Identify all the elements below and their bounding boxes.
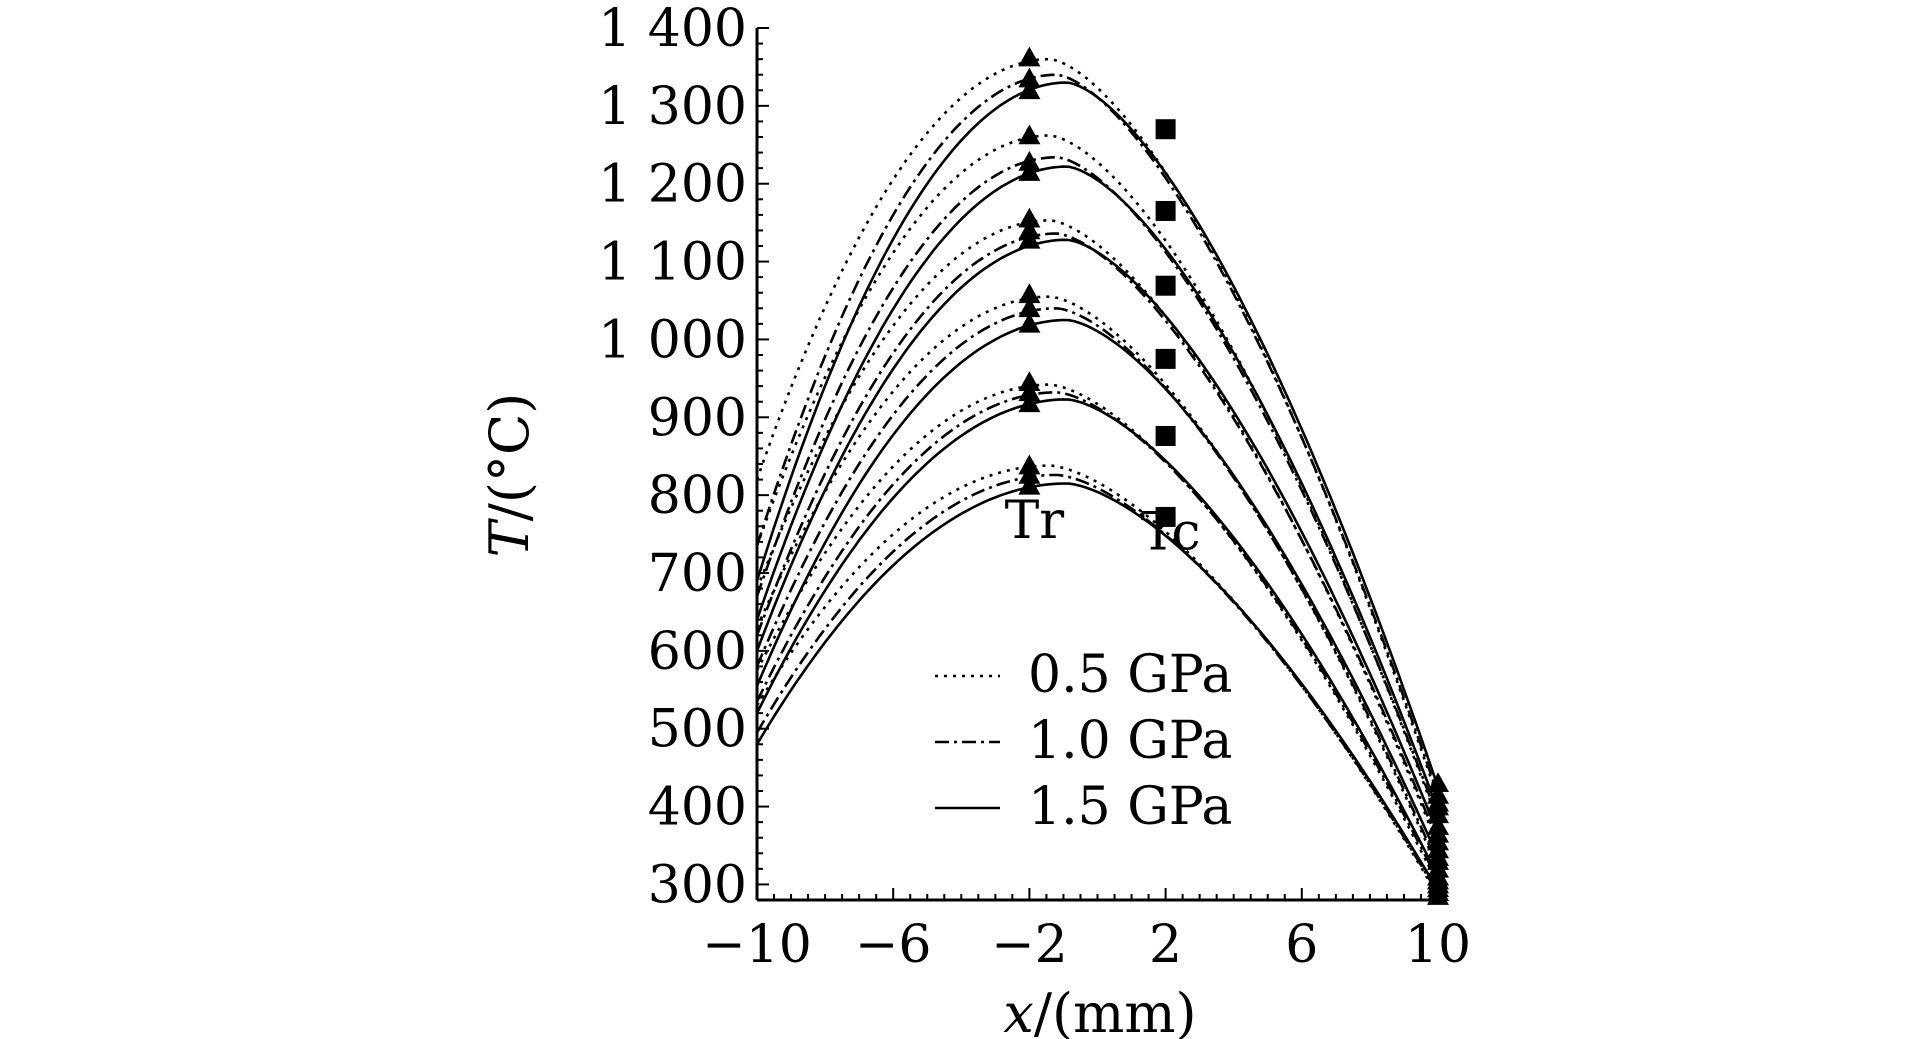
tr-marker: [1018, 463, 1041, 484]
curve-0-5-gpa-6: [755, 464, 1440, 897]
tr-marker: [1018, 312, 1041, 333]
tc-marker: [1155, 348, 1176, 369]
tr-marker: [1018, 161, 1041, 181]
curve-1-5-gpa-1: [755, 81, 1440, 788]
y-tick-label: 1 000: [598, 310, 747, 370]
y-tick-label: 800: [648, 466, 747, 526]
legend-label-1-0-gpa: 1.0 GPa: [1028, 711, 1232, 771]
tc-marker: [1155, 425, 1176, 446]
tc-marker: [1155, 275, 1176, 296]
tc-marker: [1155, 506, 1176, 527]
tr-marker: [1018, 124, 1041, 145]
end-marker: [1427, 846, 1449, 866]
y-tick-label: 700: [648, 544, 747, 604]
y-tick-label: 1 300: [598, 77, 747, 137]
tc-marker: [1155, 200, 1176, 221]
end-marker: [1427, 772, 1449, 793]
markers-layer: [1018, 46, 1449, 905]
curve-1-5-gpa-3: [755, 238, 1440, 835]
tr-marker: [1018, 381, 1041, 402]
curve-0-5-gpa-4: [755, 295, 1440, 870]
x-axis-label: x/(mm): [1003, 982, 1196, 1039]
end-marker: [1427, 865, 1449, 886]
curve-1-0-gpa-4: [755, 307, 1440, 866]
x-tick-label: 10: [1405, 915, 1471, 975]
x-tick-label: −2: [991, 915, 1068, 975]
y-tick-label: 1 400: [598, 0, 747, 59]
tr-marker: [1018, 474, 1041, 495]
y-tick-label: 400: [648, 778, 747, 838]
tr-marker: [1018, 297, 1041, 318]
x-tick-label: 2: [1149, 915, 1182, 975]
tr-marker: [1018, 371, 1041, 392]
tr-marker: [1018, 46, 1041, 67]
y-tick-label: 1 100: [598, 233, 747, 293]
axes-layer: −10 −6 −2 2 6 10 300 400 500 600 700 800 900 1 000 1 1…: [598, 0, 1471, 975]
end-marker: [1427, 795, 1449, 816]
legend-label-0-5-gpa: 0.5 GPa: [1028, 645, 1232, 705]
legend-label-1-5-gpa: 1.5 GPa: [1028, 777, 1232, 837]
end-marker: [1427, 822, 1449, 843]
curve-1-5-gpa-2: [755, 165, 1440, 811]
curve-0-5-gpa-2: [755, 134, 1440, 823]
curves-layer: [755, 57, 1440, 897]
end-marker: [1427, 877, 1449, 898]
y-tick-label: 600: [648, 622, 747, 682]
y-tick-label: 1 200: [598, 155, 747, 215]
marker-label-tr: Tr: [1005, 491, 1065, 551]
x-tick-label: −10: [702, 915, 812, 975]
y-tick-label: 300: [648, 855, 747, 915]
y-tick-label: 900: [648, 388, 747, 448]
curve-1-0-gpa-2: [755, 156, 1440, 819]
tr-marker: [1018, 228, 1041, 249]
y-axis-label: T/(°C): [478, 393, 541, 558]
tr-marker: [1018, 392, 1041, 413]
curve-1-5-gpa-5: [755, 398, 1440, 878]
curve-1-0-gpa-5: [755, 391, 1440, 882]
tr-marker: [1018, 79, 1041, 100]
tc-marker: [1155, 119, 1176, 140]
curve-1-5-gpa-4: [755, 318, 1440, 858]
marker-label-tc: Tc: [1141, 503, 1201, 563]
legend: 0.5 GPa 1.0 GPa 1.5 GPa: [935, 645, 1232, 837]
tr-marker: [1018, 207, 1041, 228]
curve-1-0-gpa-6: [755, 473, 1440, 895]
x-tick-label: 6: [1285, 915, 1318, 975]
x-tick-label: −6: [855, 915, 932, 975]
y-tick-label: 500: [648, 700, 747, 760]
curve-1-5-gpa-6: [755, 482, 1440, 892]
tr-marker: [1018, 150, 1041, 171]
tr-marker: [1018, 67, 1041, 88]
tr-marker: [1018, 283, 1041, 304]
